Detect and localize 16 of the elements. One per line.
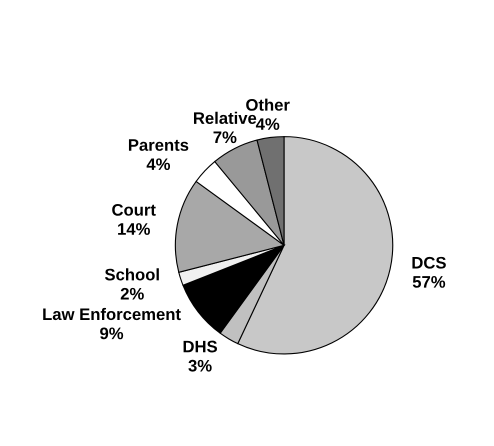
- data-label: 57%: [412, 276, 446, 288]
- data-label: 7%: [214, 131, 236, 144]
- slice-label: DCS: [412, 256, 446, 269]
- data-label: 4%: [256, 118, 280, 130]
- slice-label: Parents: [128, 139, 188, 151]
- data-label: 4%: [146, 158, 170, 170]
- slice-label: School: [104, 268, 159, 280]
- slice-label: Other: [246, 98, 290, 111]
- data-label: 3%: [188, 360, 212, 372]
- slice-label: Law Enforcement: [43, 308, 181, 320]
- slice-label: Court: [112, 204, 156, 216]
- slice-label: DHS: [184, 340, 218, 352]
- data-label: 14%: [118, 223, 150, 235]
- data-label: 2%: [120, 288, 144, 300]
- data-label: 9%: [100, 327, 124, 340]
- slice-label: Relative: [194, 112, 256, 124]
